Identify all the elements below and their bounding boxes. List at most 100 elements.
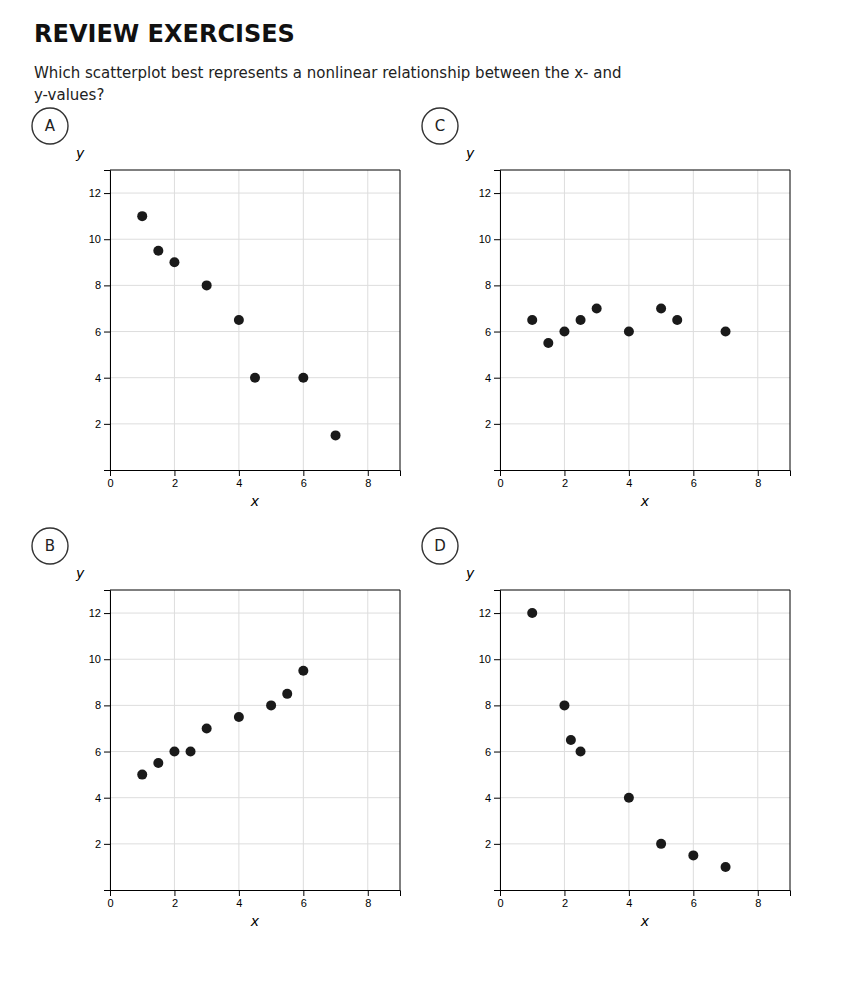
- panel: 0246824681012xy: [75, 565, 401, 929]
- tick: 2: [95, 418, 110, 430]
- subtitle: Which scatterplot best represents a nonl…: [34, 64, 621, 82]
- tick-label: 6: [485, 746, 491, 758]
- tick: 2: [485, 418, 500, 430]
- y-axis: 24681012: [89, 171, 111, 471]
- tick-label: 4: [485, 792, 491, 804]
- point: [576, 747, 586, 757]
- y-axis: 24681012: [479, 171, 501, 471]
- tick-label: 2: [172, 477, 178, 489]
- tick: 6: [95, 326, 110, 338]
- tick-label: 6: [691, 477, 697, 489]
- grid-line: [174, 170, 175, 470]
- panel: 0246824681012xy: [465, 145, 791, 509]
- tick: 4: [95, 372, 110, 384]
- tick: 8: [95, 279, 110, 291]
- point: [266, 700, 276, 710]
- grid-line: [500, 659, 790, 660]
- axis-line: [111, 891, 401, 897]
- y-axis-label: y: [465, 565, 475, 581]
- tick-mark: [368, 890, 369, 896]
- x-axis-label: x: [250, 913, 260, 929]
- tick-label: 2: [562, 477, 568, 489]
- tick: 10: [479, 233, 500, 245]
- plot-background: [110, 590, 400, 890]
- tick-mark: [758, 470, 759, 476]
- tick-mark: [629, 470, 630, 476]
- tick-label: 10: [479, 653, 491, 665]
- tick-mark: [758, 890, 759, 896]
- tick-mark: [564, 890, 565, 896]
- label-circle: [32, 108, 68, 144]
- point: [559, 700, 569, 710]
- tick-label: 4: [95, 792, 101, 804]
- tick: 6: [301, 470, 307, 489]
- tick-label: 8: [365, 897, 371, 909]
- tick: 4: [95, 792, 110, 804]
- tick: 4: [236, 890, 242, 909]
- point: [592, 303, 602, 313]
- grid-line: [110, 843, 400, 844]
- label-circle: [32, 528, 68, 564]
- tick-mark: [303, 890, 304, 896]
- tick-label: 8: [755, 477, 761, 489]
- tick: 12: [89, 187, 110, 199]
- point: [721, 327, 731, 337]
- point: [672, 315, 682, 325]
- y-axis-label: y: [465, 145, 475, 161]
- axis-line: [104, 171, 111, 471]
- tick-label: 4: [485, 372, 491, 384]
- tick-label: 10: [479, 233, 491, 245]
- tick-label: 6: [301, 897, 307, 909]
- tick-mark: [494, 239, 500, 240]
- tick-mark: [629, 890, 630, 896]
- y-axis: 24681012: [89, 591, 111, 891]
- tick: 6: [301, 890, 307, 909]
- tick-label: 6: [301, 477, 307, 489]
- tick-mark: [494, 378, 500, 379]
- frame: [500, 590, 790, 890]
- tick-mark: [174, 890, 175, 896]
- figure: REVIEW EXERCISESWhich scatterplot best r…: [0, 0, 861, 985]
- grid: [110, 170, 400, 470]
- subtitle: y-values?: [34, 86, 104, 104]
- tick: 12: [89, 607, 110, 619]
- tick-mark: [104, 193, 110, 194]
- grid-line: [110, 423, 400, 424]
- tick-label: 4: [236, 477, 242, 489]
- grid-line: [500, 843, 790, 844]
- grid: [110, 590, 400, 890]
- tick-mark: [494, 613, 500, 614]
- tick: 10: [89, 653, 110, 665]
- tick-mark: [104, 239, 110, 240]
- grid-line: [500, 377, 790, 378]
- tick: 6: [691, 890, 697, 909]
- panel-label: C: [435, 117, 445, 135]
- axis-line: [501, 891, 791, 897]
- tick-label: 8: [95, 699, 101, 711]
- point: [169, 257, 179, 267]
- tick: 2: [172, 470, 178, 489]
- tick-mark: [104, 613, 110, 614]
- grid-line: [693, 170, 694, 470]
- tick-label: 10: [89, 653, 101, 665]
- tick: 4: [236, 470, 242, 489]
- tick-mark: [174, 470, 175, 476]
- panel-label: D: [434, 537, 446, 555]
- tick-mark: [368, 470, 369, 476]
- x-axis: 02468: [107, 470, 400, 489]
- grid-line: [238, 590, 239, 890]
- point: [234, 315, 244, 325]
- tick: 12: [479, 607, 500, 619]
- grid: [500, 590, 790, 890]
- tick-label: 0: [497, 897, 503, 909]
- tick-mark: [239, 470, 240, 476]
- tick-label: 2: [485, 418, 491, 430]
- tick: 6: [95, 746, 110, 758]
- grid-line: [110, 239, 400, 240]
- plot-background: [500, 170, 790, 470]
- tick: 4: [626, 470, 632, 489]
- point: [202, 723, 212, 733]
- points: [527, 608, 730, 872]
- tick: 12: [479, 187, 500, 199]
- tick-mark: [104, 659, 110, 660]
